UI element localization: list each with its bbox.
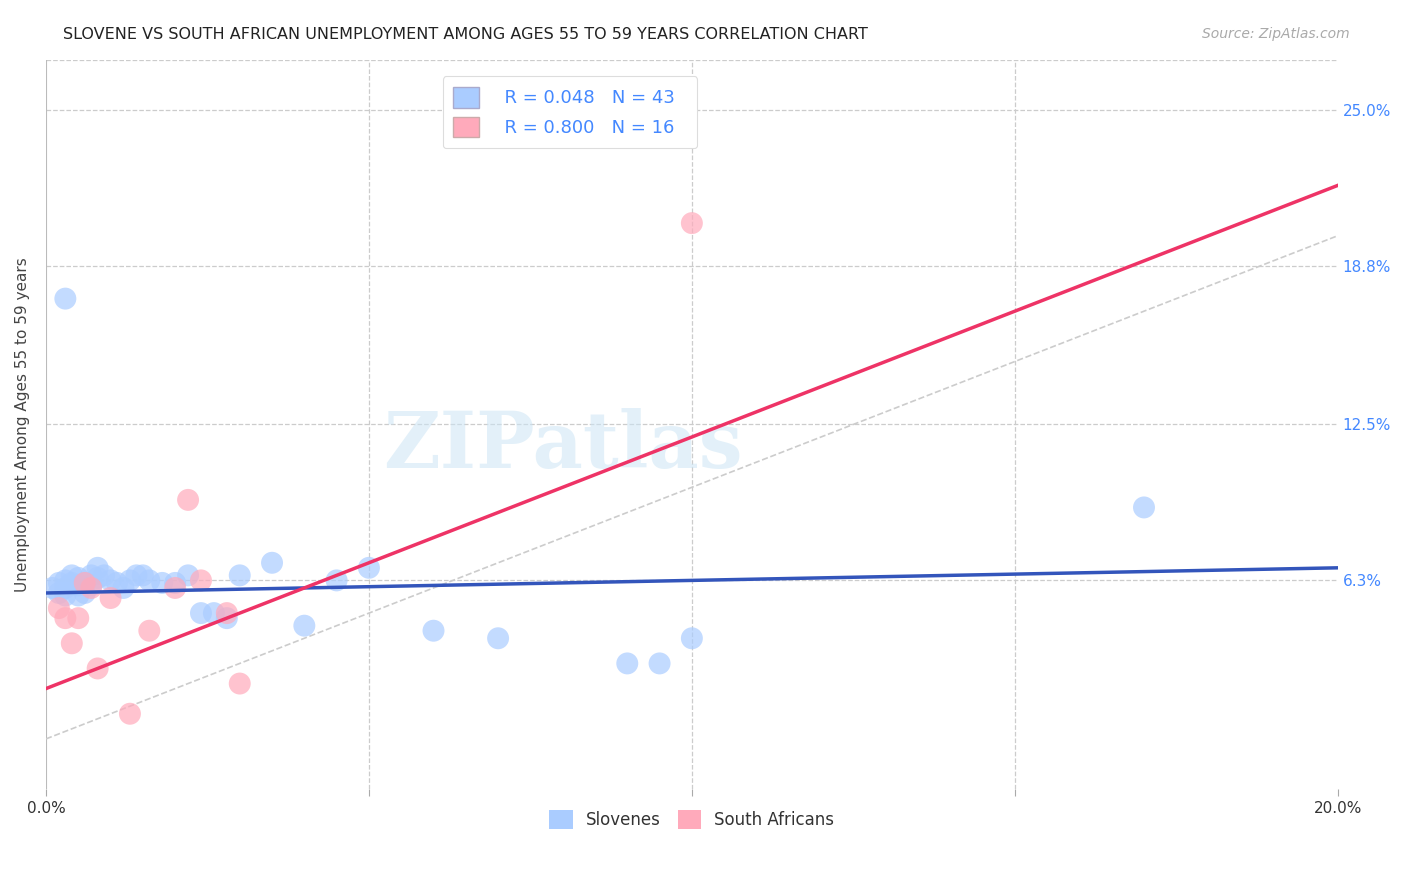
Point bbox=[177, 568, 200, 582]
Point bbox=[190, 606, 212, 620]
Point bbox=[292, 618, 315, 632]
Point bbox=[150, 575, 173, 590]
Point bbox=[177, 492, 200, 507]
Point bbox=[125, 568, 148, 582]
Point bbox=[48, 586, 70, 600]
Point bbox=[165, 581, 187, 595]
Point bbox=[681, 216, 703, 230]
Point bbox=[648, 657, 671, 671]
Point bbox=[190, 574, 212, 588]
Point bbox=[681, 632, 703, 646]
Point bbox=[73, 575, 96, 590]
Point bbox=[165, 575, 187, 590]
Point bbox=[53, 581, 76, 595]
Point bbox=[60, 568, 83, 582]
Point bbox=[215, 611, 238, 625]
Y-axis label: Unemployment Among Ages 55 to 59 years: Unemployment Among Ages 55 to 59 years bbox=[15, 257, 30, 591]
Point bbox=[118, 574, 141, 588]
Point bbox=[229, 676, 252, 690]
Text: Source: ZipAtlas.com: Source: ZipAtlas.com bbox=[1202, 27, 1350, 41]
Point bbox=[86, 661, 108, 675]
Point bbox=[53, 611, 76, 625]
Point bbox=[132, 568, 155, 582]
Point bbox=[73, 575, 96, 590]
Point bbox=[357, 561, 380, 575]
Point bbox=[67, 571, 90, 585]
Point bbox=[86, 571, 108, 585]
Point bbox=[93, 568, 115, 582]
Point bbox=[422, 624, 444, 638]
Point bbox=[260, 556, 283, 570]
Point bbox=[53, 589, 76, 603]
Point bbox=[53, 574, 76, 588]
Point bbox=[41, 581, 63, 595]
Legend: Slovenes, South Africans: Slovenes, South Africans bbox=[543, 803, 841, 836]
Point bbox=[229, 568, 252, 582]
Point bbox=[67, 578, 90, 592]
Point bbox=[616, 657, 638, 671]
Point bbox=[215, 606, 238, 620]
Point bbox=[138, 624, 160, 638]
Point bbox=[202, 606, 225, 620]
Point bbox=[118, 706, 141, 721]
Text: SLOVENE VS SOUTH AFRICAN UNEMPLOYMENT AMONG AGES 55 TO 59 YEARS CORRELATION CHAR: SLOVENE VS SOUTH AFRICAN UNEMPLOYMENT AM… bbox=[63, 27, 868, 42]
Point bbox=[1133, 500, 1156, 515]
Point bbox=[100, 574, 122, 588]
Point bbox=[486, 632, 509, 646]
Point bbox=[53, 292, 76, 306]
Point bbox=[325, 574, 347, 588]
Point bbox=[80, 578, 103, 592]
Point bbox=[105, 575, 128, 590]
Point bbox=[60, 575, 83, 590]
Text: ZIPatlas: ZIPatlas bbox=[382, 409, 742, 484]
Point bbox=[48, 601, 70, 615]
Point bbox=[80, 568, 103, 582]
Point bbox=[138, 574, 160, 588]
Point bbox=[73, 586, 96, 600]
Point bbox=[112, 581, 135, 595]
Point bbox=[67, 611, 90, 625]
Point bbox=[67, 589, 90, 603]
Point bbox=[100, 591, 122, 605]
Point bbox=[48, 575, 70, 590]
Point bbox=[86, 561, 108, 575]
Point bbox=[80, 581, 103, 595]
Point bbox=[60, 636, 83, 650]
